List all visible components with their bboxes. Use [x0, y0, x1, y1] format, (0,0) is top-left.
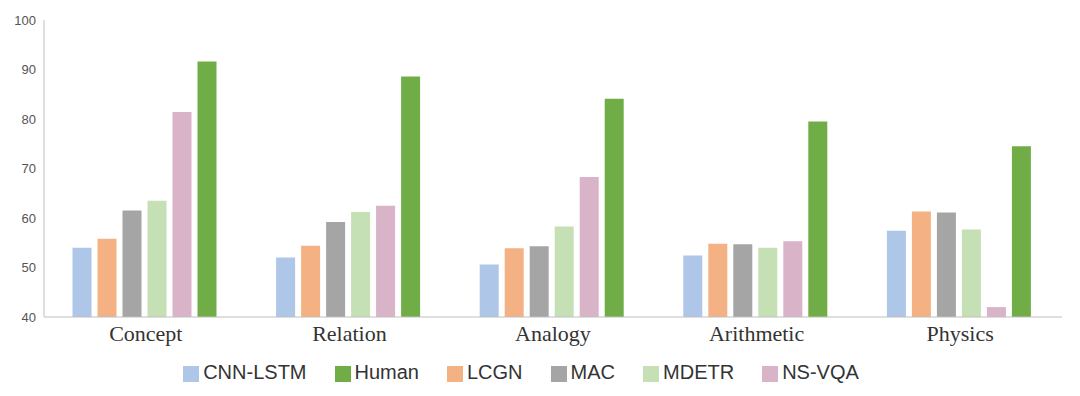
html-text:Human: Human — [354, 361, 419, 383]
html-text:MAC: MAC — [570, 361, 615, 383]
svg-text:Relation: Relation — [312, 321, 387, 346]
svg-text:80: 80 — [22, 112, 36, 127]
svg-text:Arithmetic: Arithmetic — [709, 321, 805, 346]
svg-text:Concept: Concept — [109, 321, 182, 346]
svg-text:60: 60 — [22, 211, 36, 226]
svg-text:100: 100 — [14, 13, 36, 28]
svg-text:Analogy: Analogy — [515, 321, 591, 346]
svg-text:50: 50 — [22, 260, 36, 275]
svg-text:Physics: Physics — [927, 321, 994, 346]
svg-text:70: 70 — [22, 161, 36, 176]
html-text:CNN-LSTM: CNN-LSTM — [203, 361, 307, 383]
html-text:LCGN: LCGN — [467, 361, 523, 383]
html-text:MDETR: MDETR — [663, 361, 735, 383]
svg-text:40: 40 — [22, 310, 36, 325]
svg-text:90: 90 — [22, 62, 36, 77]
html-text:NS-VQA: NS-VQA — [782, 361, 859, 383]
